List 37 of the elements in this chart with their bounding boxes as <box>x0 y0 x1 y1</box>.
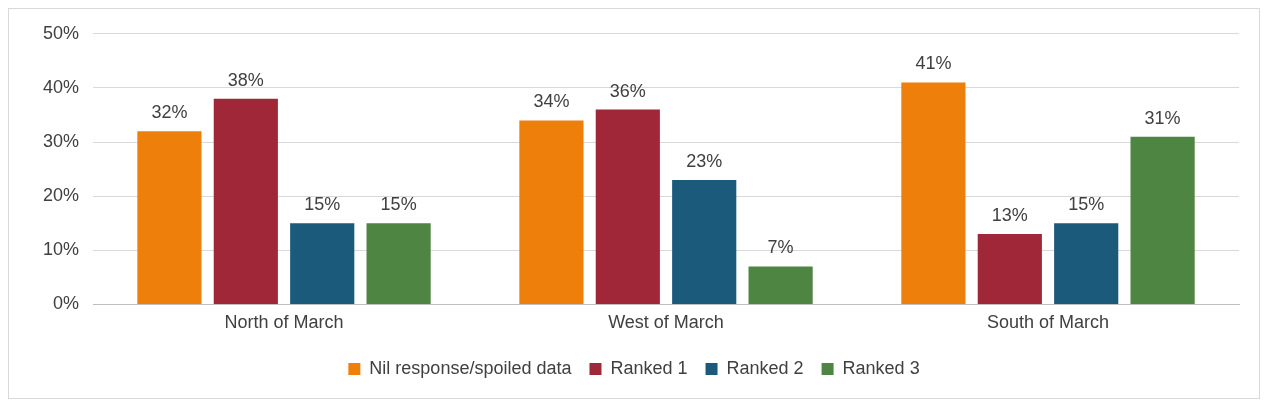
data-label: 23% <box>686 150 723 171</box>
x-tick-label: South of March <box>986 312 1110 333</box>
bar <box>595 109 660 304</box>
data-label: 38% <box>227 69 264 90</box>
data-label: 15% <box>380 194 417 215</box>
bar <box>748 266 813 304</box>
y-tick-label: 0% <box>53 293 80 314</box>
y-tick-label: 50% <box>43 22 80 43</box>
data-label: 31% <box>1144 107 1181 128</box>
data-label: 32% <box>151 102 188 123</box>
data-label: 13% <box>991 205 1028 226</box>
data-label: 36% <box>609 80 646 101</box>
x-tick-label: West of March <box>608 312 724 333</box>
bar <box>137 131 202 304</box>
bar <box>290 223 355 304</box>
bar <box>213 98 278 304</box>
bar <box>672 179 737 304</box>
legend-label: Nil response/spoiled data <box>369 357 573 378</box>
legend-label: Ranked 3 <box>842 357 920 378</box>
x-tick-label: North of March <box>224 312 344 333</box>
bar <box>977 234 1042 304</box>
bar <box>901 82 966 304</box>
bar <box>366 223 431 304</box>
data-label: 34% <box>533 91 570 112</box>
bar <box>1054 223 1119 304</box>
y-tick-label: 10% <box>43 239 80 260</box>
y-tick-label: 40% <box>43 76 80 97</box>
data-label: 15% <box>1068 194 1105 215</box>
y-tick-label: 20% <box>43 185 80 206</box>
legend-label: Ranked 2 <box>726 357 804 378</box>
data-label: 41% <box>915 53 952 74</box>
data-label: 15% <box>304 194 341 215</box>
bar <box>519 120 584 304</box>
data-label: 7% <box>767 237 794 258</box>
y-tick-label: 30% <box>43 131 80 152</box>
bar <box>1130 136 1195 304</box>
legend-label: Ranked 1 <box>610 357 688 378</box>
